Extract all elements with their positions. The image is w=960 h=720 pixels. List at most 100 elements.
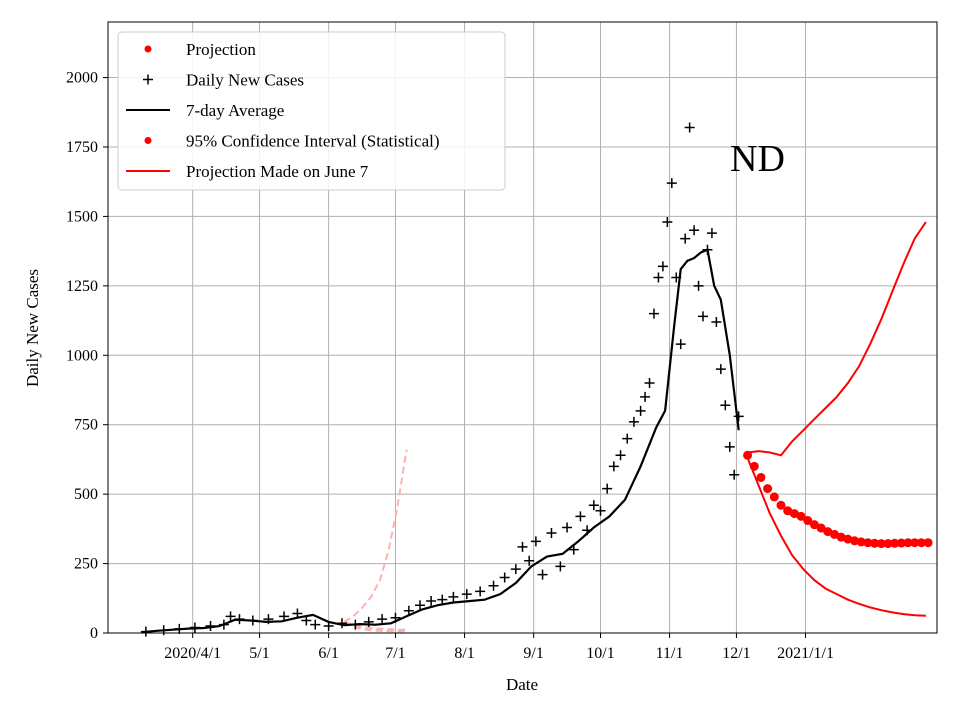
projection-point	[910, 538, 920, 548]
daily-case-marker	[615, 450, 626, 461]
legend-box	[117, 31, 506, 191]
projection-point	[903, 538, 913, 548]
june7-projection-line	[343, 621, 407, 633]
x-tick-label: 2020/4/1	[164, 645, 221, 662]
legend-label: 7-day Average	[186, 101, 284, 120]
legend: Projection Daily New Cases 7-day Average 95…	[117, 31, 506, 191]
projection-point	[870, 538, 880, 548]
daily-case-marker	[225, 611, 236, 622]
daily-case-marker	[608, 461, 619, 472]
legend-dot-marker	[144, 137, 152, 144]
chart-annotation: ND	[730, 138, 785, 180]
daily-case-marker	[546, 528, 557, 539]
projection-point	[856, 537, 866, 547]
june7-projection-line	[343, 449, 408, 623]
daily-case-marker	[711, 316, 722, 327]
daily-case-marker	[644, 378, 655, 389]
projection-point	[776, 500, 786, 510]
daily-case-marker	[662, 216, 673, 227]
daily-case-marker	[680, 233, 691, 244]
daily-case-marker	[588, 500, 599, 511]
daily-case-marker	[698, 311, 709, 322]
daily-case-marker	[524, 555, 535, 566]
daily-case-marker	[537, 569, 548, 580]
y-tick-label: 750	[74, 417, 98, 434]
daily-case-marker	[640, 391, 651, 402]
daily-case-marker	[517, 541, 528, 552]
x-tick-label: 2021/1/1	[777, 645, 834, 662]
legend-label: Projection Made on June 7	[186, 162, 369, 181]
y-tick-label: 2000	[66, 70, 98, 87]
legend-label: Daily New Cases	[186, 71, 304, 90]
projection-point	[816, 523, 826, 533]
daily-case-marker	[689, 225, 700, 236]
daily-case-marker	[568, 544, 579, 555]
daily-case-marker	[562, 522, 573, 533]
daily-case-marker	[530, 536, 541, 547]
daily-case-marker	[622, 433, 633, 444]
daily-case-marker	[510, 564, 521, 575]
y-tick-label: 1000	[66, 347, 98, 364]
seven-day-average-line	[141, 248, 740, 634]
y-tick-label: 0	[90, 625, 98, 642]
x-tick-label: 10/1	[586, 645, 614, 662]
projection-point	[769, 492, 779, 502]
daily-case-marker	[648, 308, 659, 319]
daily-case-marker	[475, 586, 486, 597]
x-tick-label: 6/1	[318, 645, 338, 662]
projection-point	[796, 511, 806, 521]
daily-case-marker	[414, 600, 425, 611]
y-tick-label: 250	[74, 556, 98, 573]
daily-case-marker	[733, 411, 744, 422]
y-tick-label: 1250	[66, 278, 98, 295]
y-tick-label: 500	[74, 486, 98, 503]
x-tick-label: 11/1	[656, 645, 684, 662]
plot-marks	[140, 122, 933, 637]
projection-point	[890, 538, 900, 548]
daily-case-marker	[724, 441, 735, 452]
daily-case-marker	[555, 561, 566, 572]
daily-case-marker	[488, 580, 499, 591]
daily-case-marker	[653, 272, 664, 283]
daily-case-marker	[575, 511, 586, 522]
legend-label: Projection	[186, 40, 256, 59]
daily-case-marker	[310, 619, 321, 630]
projection-point	[763, 484, 773, 494]
daily-case-marker	[595, 505, 606, 516]
projection-point	[809, 520, 819, 530]
daily-case-marker	[635, 405, 646, 416]
y-axis-label: Daily New Cases	[23, 269, 42, 387]
projection-point	[896, 538, 906, 548]
x-tick-label: 5/1	[249, 645, 269, 662]
legend-plus-marker	[143, 74, 153, 85]
daily-case-marker	[693, 280, 704, 291]
daily-case-marker	[675, 339, 686, 350]
daily-case-marker	[720, 400, 731, 411]
daily-case-marker	[715, 364, 726, 375]
projection-point	[876, 539, 886, 549]
legend-dot-marker	[144, 45, 152, 53]
y-tick-label: 1750	[66, 139, 98, 156]
axes-frame	[107, 21, 938, 634]
y-tick-label: 1500	[66, 208, 98, 225]
projection-point	[749, 461, 759, 471]
x-tick-label: 8/1	[454, 645, 474, 662]
daily-case-marker	[602, 483, 613, 494]
daily-case-marker	[448, 591, 459, 602]
projection-point	[863, 538, 873, 548]
projection-point	[923, 538, 933, 548]
ci-upper-line	[747, 221, 927, 457]
daily-case-marker	[628, 416, 639, 427]
projection-point	[803, 516, 813, 526]
daily-case-marker	[461, 589, 472, 600]
daily-case-marker	[437, 594, 448, 605]
x-axis-label: Date	[506, 675, 538, 694]
projection-point	[756, 472, 766, 482]
daily-case-marker	[684, 122, 695, 133]
projection-point	[883, 539, 893, 549]
projection-point	[916, 538, 926, 548]
legend-label: 95% Confidence Interval (Statistical)	[186, 132, 440, 151]
x-tick-label: 12/1	[722, 645, 750, 662]
daily-case-marker	[377, 614, 388, 625]
